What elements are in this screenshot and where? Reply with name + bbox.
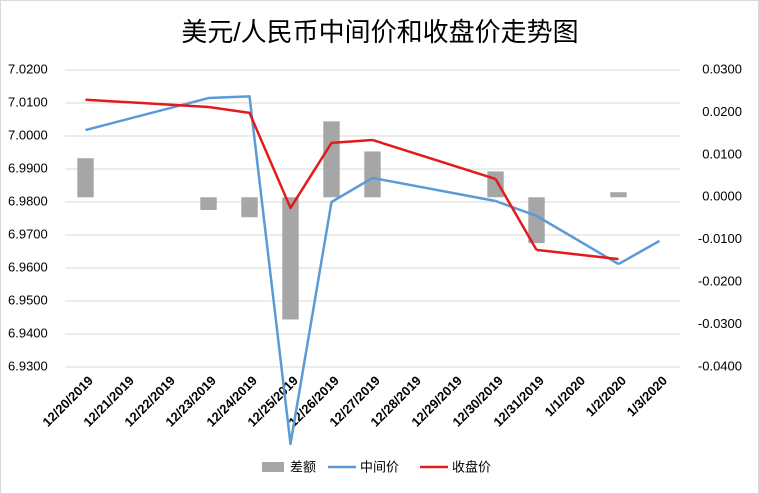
line	[495, 199, 537, 218]
bar	[200, 197, 217, 211]
line	[208, 95, 374, 446]
y-tick-label: 7.0200	[8, 61, 48, 76]
gap-bridge	[372, 138, 496, 181]
y-tick-label: 6.9400	[8, 325, 48, 340]
y2-tick-label: 0.0200	[702, 104, 742, 119]
legend-label: 收盘价	[452, 459, 491, 474]
gap-bridge	[536, 248, 619, 261]
y2-tick-label: -0.0300	[698, 316, 742, 331]
y-tick-label: 6.9500	[8, 292, 48, 307]
y2-tick-label: -0.0400	[698, 358, 742, 373]
y2-tick-label: 0.0300	[702, 61, 742, 76]
y2-tick-label: -0.0100	[698, 231, 742, 246]
y-tick-label: 6.9600	[8, 259, 48, 274]
bar	[241, 197, 258, 218]
bar	[528, 197, 545, 244]
y-tick-label: 6.9900	[8, 160, 48, 175]
gap-bridge	[85, 98, 209, 109]
bar	[364, 151, 381, 198]
bar	[323, 121, 340, 198]
line	[208, 105, 373, 210]
y-tick-label: 6.9700	[8, 226, 48, 241]
y-tick-label: 7.0000	[8, 127, 48, 142]
gap-bridge	[372, 176, 496, 203]
y2-tick-label: 0.0000	[702, 189, 742, 204]
bar	[610, 192, 627, 198]
bar	[282, 197, 299, 320]
legend-label: 中间价	[360, 459, 399, 474]
legend-label: 差额	[290, 459, 316, 474]
y-tick-label: 7.0100	[8, 94, 48, 109]
legend-swatch	[262, 462, 284, 472]
line	[617, 239, 661, 266]
y2-tick-label: 0.0100	[702, 146, 742, 161]
gap-bridge	[85, 96, 209, 132]
line	[494, 178, 538, 251]
y2-tick-label: -0.0200	[698, 274, 742, 289]
bar	[487, 171, 504, 198]
chart-title: 美元/人民币中间价和收盘价走势图	[181, 17, 578, 47]
y-tick-label: 6.9800	[8, 193, 48, 208]
y-tick-label: 6.9300	[8, 358, 48, 373]
bar	[77, 158, 94, 198]
gap-bridge	[535, 214, 620, 266]
